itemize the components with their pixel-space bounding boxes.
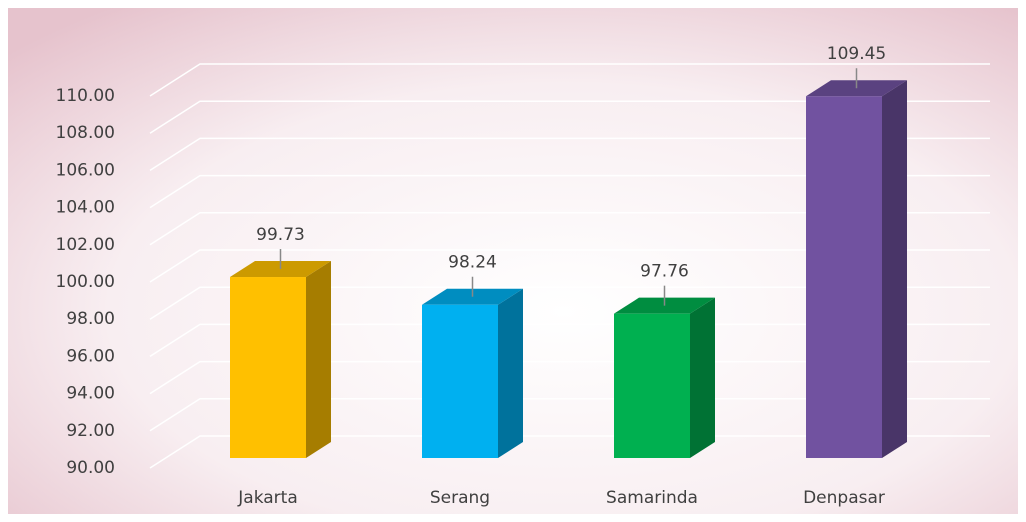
bar-side: [690, 297, 715, 458]
y-tick-label: 108.00: [56, 123, 115, 143]
bar-side: [882, 80, 907, 458]
y-tick-label: 100.00: [56, 272, 115, 292]
bar: [230, 277, 306, 458]
y-tick-label: 96.00: [66, 346, 115, 366]
grid-line: [149, 249, 990, 283]
grid-line: [149, 435, 990, 469]
grid-line: [149, 212, 990, 246]
grid-line: [149, 100, 990, 134]
grid-line: [149, 63, 990, 97]
bar: [806, 96, 882, 458]
y-tick-label: 94.00: [66, 384, 115, 404]
data-label: 109.45: [827, 44, 886, 64]
x-tick-label: Samarinda: [606, 488, 698, 508]
x-tick-label: Denpasar: [803, 488, 885, 508]
x-tick-label: Serang: [430, 488, 490, 508]
x-tick-label: Jakarta: [237, 488, 297, 508]
y-tick-label: 102.00: [56, 235, 115, 255]
grid-line: [149, 286, 990, 320]
y-tick-label: 90.00: [66, 458, 115, 478]
bar-side: [498, 288, 523, 458]
y-tick-label: 106.00: [56, 160, 115, 180]
grid-line: [149, 398, 990, 432]
grid-line: [149, 137, 990, 172]
y-tick-label: 104.00: [56, 198, 115, 218]
data-label: 97.76: [640, 262, 689, 282]
data-label: 98.24: [448, 253, 497, 273]
bar: [422, 304, 498, 458]
grid-line: [149, 323, 990, 358]
y-tick-label: 98.00: [66, 309, 115, 329]
y-tick-label: 110.00: [56, 86, 115, 106]
grid-line: [149, 174, 990, 209]
data-label: 99.73: [256, 225, 305, 245]
grid-line: [149, 360, 990, 395]
y-tick-label: 92.00: [66, 421, 115, 441]
bar: [614, 313, 690, 458]
bar-side: [306, 261, 331, 458]
